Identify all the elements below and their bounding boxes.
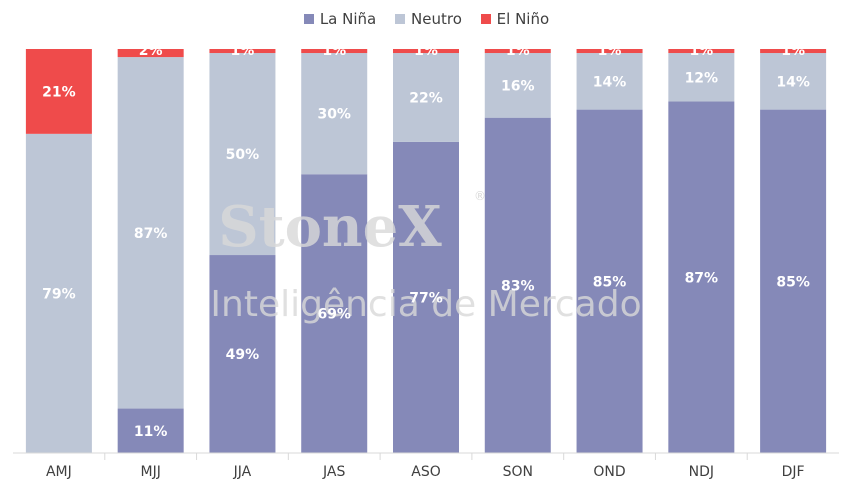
data-label-jas-series-0: 69%: [317, 307, 351, 323]
data-label-ndj-series-2: 1%: [689, 43, 713, 59]
legend-swatch-el-nino: [480, 14, 491, 24]
bar-son-series-1: [484, 53, 551, 118]
legend-item-la-nina: La Niña: [303, 10, 377, 28]
bar-amj-series-1: [25, 133, 92, 453]
bar-amj-series-2: [25, 49, 92, 134]
legend-label-el-nino: El Niño: [496, 10, 550, 28]
data-label-ond-series-1: 14%: [593, 74, 627, 90]
bar-jja-series-1: [209, 53, 276, 256]
bar-ndj-series-2: [668, 49, 735, 54]
data-label-mjj-series-1: 87%: [134, 226, 168, 242]
bar-aso-series-0: [393, 141, 459, 454]
bar-aso-series-2: [393, 49, 459, 54]
bar-ond-series-2: [576, 49, 643, 54]
data-label-son-series-0: 83%: [501, 278, 535, 294]
bar-djf-series-2: [760, 49, 827, 54]
data-label-djf-series-1: 14%: [776, 74, 810, 90]
data-label-aso-series-1: 22%: [409, 90, 443, 106]
bar-jas-series-1: [301, 53, 368, 175]
watermark: StoneX ® Inteligência de Mercado: [210, 189, 641, 325]
legend-swatch-la-nina: [303, 14, 314, 24]
bar-djf-series-0: [760, 109, 827, 453]
data-label-jas-series-2: 1%: [322, 43, 346, 59]
bar-ond-series-1: [576, 53, 643, 110]
data-label-jja-series-1: 50%: [226, 147, 260, 163]
legend-item-neutro: Neutro: [395, 10, 462, 28]
data-label-ond-series-0: 85%: [593, 274, 627, 290]
x-tick-label-ond: OND: [593, 464, 625, 480]
x-axis-ticks: AMJ MJJ JJA JAS ASO SON OND NDJ DJF: [46, 453, 805, 480]
x-tick-label-jas: JAS: [322, 464, 345, 480]
legend-item-el-nino: El Niño: [480, 10, 550, 28]
bar-jas-series-2: [301, 49, 368, 54]
data-label-djf-series-0: 85%: [776, 274, 810, 290]
data-label-ond-series-2: 1%: [598, 43, 622, 59]
data-label-jja-series-0: 49%: [226, 347, 260, 363]
watermark-subtitle: Inteligência de Mercado: [210, 284, 641, 325]
data-label-son-series-2: 1%: [506, 43, 530, 59]
watermark-registered-mark: ®: [474, 189, 486, 203]
legend-label-neutro: Neutro: [411, 10, 462, 28]
data-label-amj-series-2: 21%: [42, 84, 76, 100]
x-tick-label-djf: DJF: [782, 464, 805, 480]
data-label-son-series-1: 16%: [501, 78, 535, 94]
data-label-aso-series-2: 1%: [414, 43, 438, 59]
bar-mjj-series-0: [117, 408, 184, 453]
legend: La Niña Neutro El Niño: [0, 10, 853, 28]
data-label-mjj-series-2: 2%: [139, 43, 163, 59]
bar-mjj-series-1: [117, 57, 184, 409]
x-tick-label-aso: ASO: [411, 464, 440, 480]
data-label-jas-series-1: 30%: [317, 107, 351, 123]
data-label-djf-series-2: 1%: [781, 43, 805, 59]
bar-son-series-2: [484, 49, 551, 54]
bar-jja-series-2: [209, 49, 276, 54]
bar-djf-series-1: [760, 53, 827, 110]
bar-ndj-series-1: [668, 53, 735, 102]
data-label-mjj-series-0: 11%: [134, 424, 168, 440]
x-tick-label-son: SON: [503, 464, 533, 480]
labels-layer: 79% 21% 11% 87% 2% 49% 50% 1% 69% 30% 1% 77% 22% 1% 83…: [42, 43, 810, 440]
legend-swatch-neutro: [395, 14, 406, 24]
x-tick-label-jja: JJA: [233, 464, 252, 480]
data-label-ndj-series-0: 87%: [685, 270, 719, 286]
bar-jas-series-0: [301, 174, 368, 454]
bar-jja-series-0: [209, 255, 276, 453]
x-tick-label-mjj: MJJ: [140, 464, 160, 480]
bar-aso-series-1: [393, 53, 459, 142]
legend-label-la-nina: La Niña: [319, 10, 377, 28]
x-tick-label-ndj: NDJ: [689, 464, 714, 480]
watermark-brand: StoneX: [218, 194, 442, 260]
data-label-aso-series-0: 77%: [409, 290, 443, 306]
x-tick-label-amj: AMJ: [46, 464, 72, 480]
bar-son-series-0: [484, 117, 551, 454]
data-label-amj-series-1: 79%: [42, 286, 76, 302]
data-label-ndj-series-1: 12%: [685, 70, 719, 86]
bar-ond-series-0: [576, 109, 643, 453]
data-label-jja-series-2: 1%: [231, 43, 255, 59]
bar-ndj-series-0: [668, 101, 735, 454]
bar-mjj-series-2: [117, 49, 184, 58]
bars-layer: [25, 49, 827, 454]
